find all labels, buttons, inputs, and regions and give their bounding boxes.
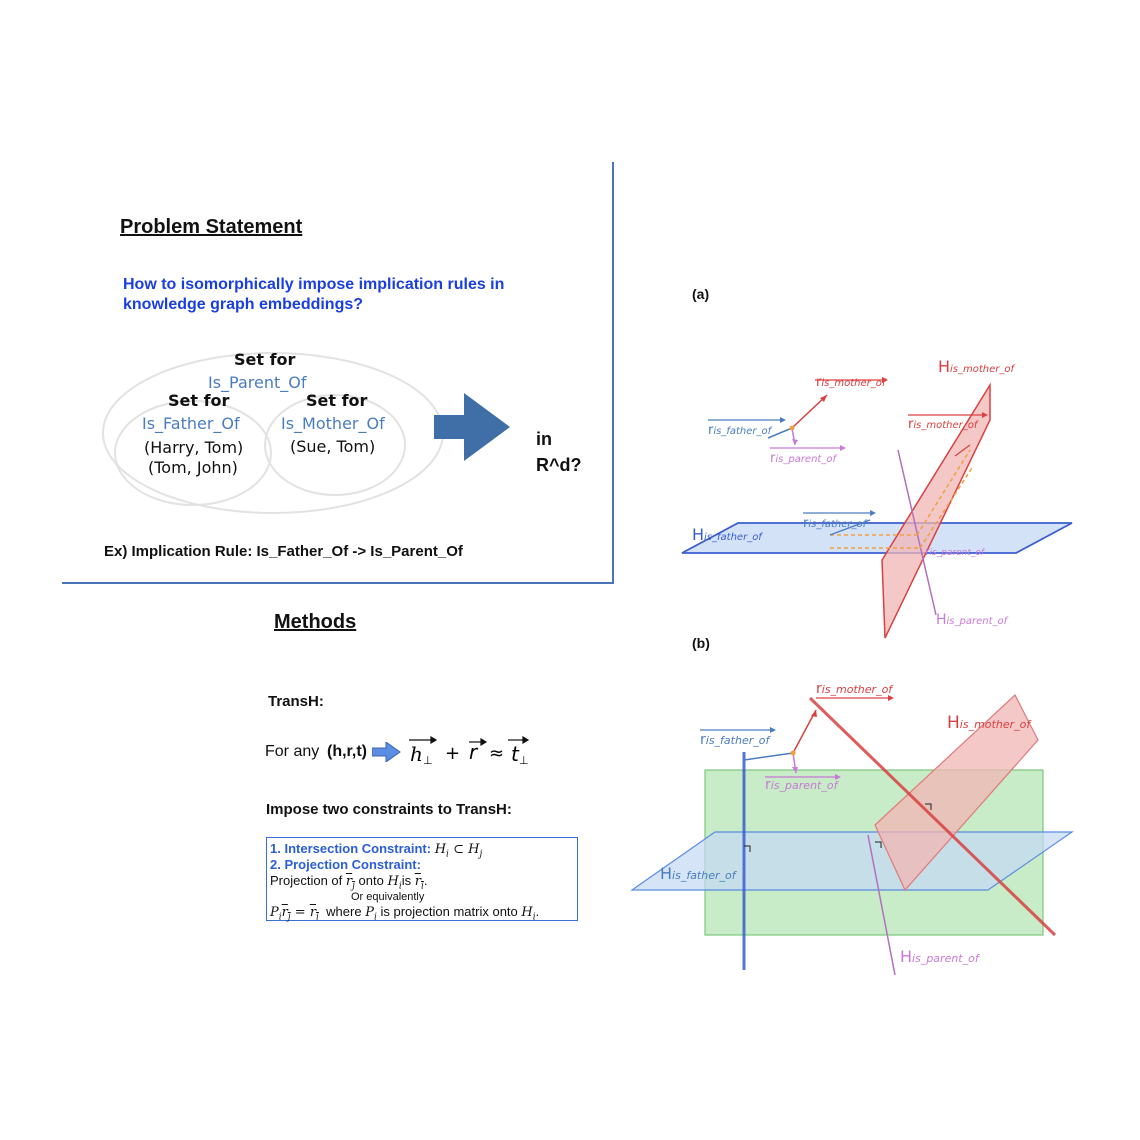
figure-b: ris_mother_of His_mother_of ris_father_o… bbox=[630, 681, 1074, 976]
methods-title: Methods bbox=[274, 611, 357, 633]
father-relation: Is_Father_Of bbox=[142, 414, 240, 433]
figure-a-label: (a) bbox=[692, 286, 710, 302]
formula-approx: ≈ bbox=[489, 743, 504, 764]
h-father-label-b: His_father_of bbox=[660, 864, 738, 883]
outer-relation: Is_Parent_Of bbox=[208, 373, 307, 392]
h-parent-label-b: His_parent_of bbox=[900, 947, 981, 966]
problem-divider-vertical bbox=[612, 162, 614, 584]
mother-set-ellipse bbox=[264, 394, 406, 496]
h-mother-plane-a bbox=[881, 382, 991, 639]
father-pair-1: (Harry, Tom) bbox=[144, 438, 244, 457]
formula-h: h bbox=[410, 742, 423, 766]
father-set-for: Set for bbox=[168, 391, 230, 410]
projection-line: Projection of rj onto Hiis ri. bbox=[270, 873, 428, 892]
formula-plus: + bbox=[445, 743, 460, 764]
mother-relation: Is_Mother_Of bbox=[281, 414, 385, 433]
impose-title: Impose two constraints to TransH: bbox=[266, 801, 512, 818]
h-mother-line-b bbox=[808, 696, 1057, 937]
constraint-1-math: Hi ⊂ Hj bbox=[434, 842, 483, 860]
problem-question: How to isomorphically impose implication… bbox=[123, 275, 504, 315]
h-parent-line-a bbox=[897, 449, 937, 616]
transh-formula: h ⊥ + r ≈ t ⊥ bbox=[409, 735, 530, 767]
example-rule: Ex) Implication Rule: Is_Father_Of -> Is… bbox=[104, 543, 463, 560]
h-parent-label-a: His_parent_of bbox=[936, 612, 1009, 628]
h-father-label-a: His_father_of bbox=[692, 525, 763, 544]
r-parent-label-a-1: ris_parent_of bbox=[770, 451, 837, 466]
in-rd-text: in R^d? bbox=[536, 426, 582, 478]
transh-label: TransH: bbox=[268, 693, 324, 710]
r-parent-label-a-2: ris_parent_of bbox=[925, 545, 986, 558]
r-parent-label-b: ris_parent_of bbox=[765, 777, 840, 793]
constraint-1: 1. Intersection Constraint: Hi ⊂ Hj bbox=[270, 841, 482, 860]
r-father-label-a-1: ris_father_of bbox=[708, 423, 773, 438]
question-line-1: How to isomorphically impose implication… bbox=[123, 276, 505, 293]
h-mother-label-b: His_mother_of bbox=[947, 713, 1032, 733]
problem-divider-horizontal bbox=[62, 582, 614, 584]
question-line-2: knowledge graph embeddings? bbox=[123, 296, 364, 313]
or-equivalently: Or equivalently bbox=[351, 891, 425, 903]
in-text: in bbox=[536, 429, 552, 449]
equivalent-equation: Pirj = ri where Pi is projection matrix … bbox=[270, 904, 540, 923]
h-mother-plane-b bbox=[874, 694, 1039, 892]
big-right-arrow-icon bbox=[434, 393, 510, 461]
r-mother-label-a-1: ris_mother_of bbox=[816, 375, 887, 390]
formula-h-perp: ⊥ bbox=[423, 754, 433, 767]
problem-statement-title: Problem Statement bbox=[120, 216, 303, 238]
constraints-box: 1. Intersection Constraint: Hi ⊂ Hj 2. P… bbox=[266, 837, 578, 923]
r-father-label-a-2: ris_father_of bbox=[803, 516, 868, 531]
transh-formula-line: For any (h,r,t) h ⊥ + r ≈ t ⊥ bbox=[265, 733, 565, 767]
mother-pair-1: (Sue, Tom) bbox=[290, 437, 376, 456]
small-arrow-icon bbox=[372, 742, 401, 762]
for-any-text: For any bbox=[265, 743, 320, 760]
father-pair-2: (Tom, John) bbox=[148, 458, 238, 477]
mother-set-for: Set for bbox=[306, 391, 368, 410]
figure-b-label: (b) bbox=[692, 635, 710, 651]
r-father-label-b: ris_father_of bbox=[700, 732, 771, 748]
father-set-ellipse bbox=[114, 400, 272, 506]
hrt-text: (h,r,t) bbox=[327, 743, 367, 760]
h-mother-label-a: His_mother_of bbox=[938, 357, 1016, 376]
r-mother-label-a-2: ris_mother_of bbox=[908, 417, 979, 432]
constraint-2-label: 2. Projection Constraint: bbox=[270, 857, 421, 872]
r-mother-label-b: ris_mother_of bbox=[816, 681, 894, 697]
rd-text: R^d? bbox=[536, 455, 582, 475]
constraint-1-label: 1. Intersection Constraint: bbox=[270, 841, 432, 856]
h-parent-line-b bbox=[867, 834, 896, 976]
formula-t: t bbox=[511, 742, 520, 766]
figure-a: His_mother_of ris_mother_of ris_father_o… bbox=[681, 357, 1073, 639]
formula-t-perp: ⊥ bbox=[519, 754, 529, 767]
formula-r: r bbox=[469, 740, 479, 764]
outer-set-for: Set for bbox=[234, 350, 296, 369]
